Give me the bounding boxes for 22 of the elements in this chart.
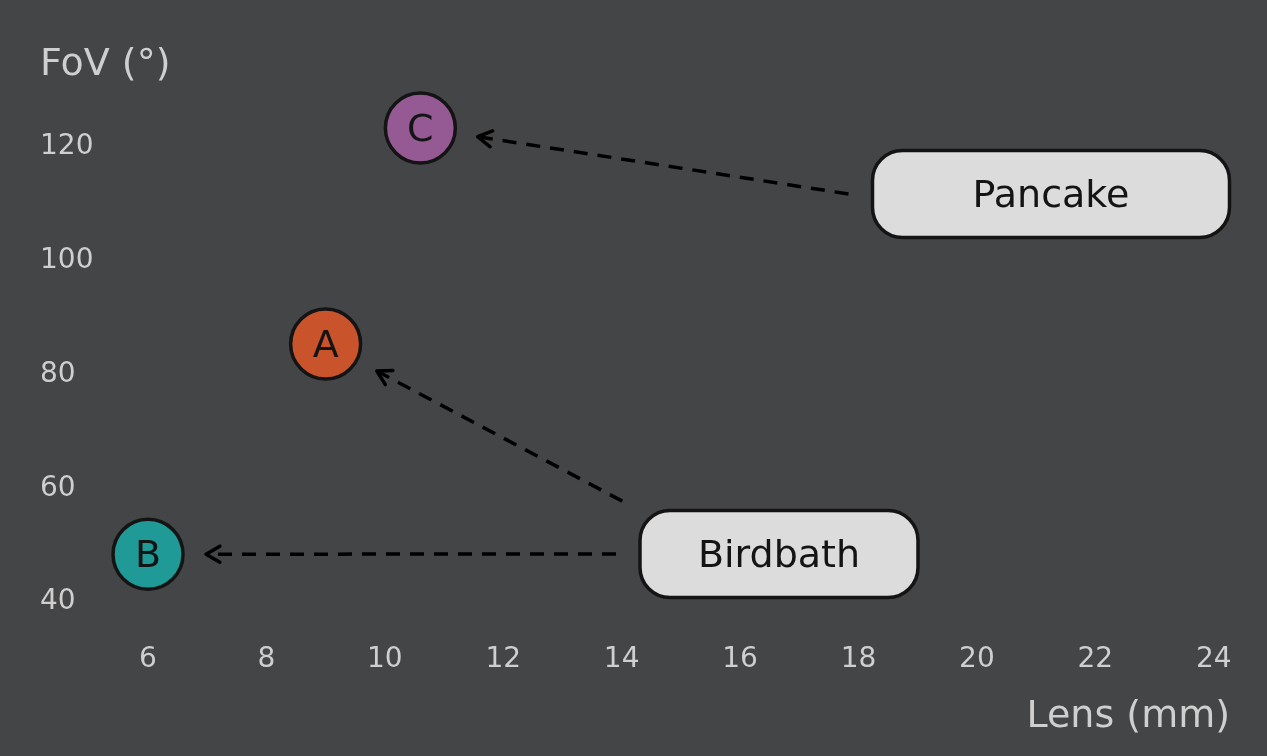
y-tick-label: 120	[40, 128, 94, 162]
x-tick-label: 14	[603, 640, 640, 674]
y-tick-label: 40	[40, 583, 76, 617]
x-tick-label: 8	[257, 640, 276, 674]
y-tick-label: 100	[40, 242, 94, 276]
x-tick-label: 22	[1077, 640, 1114, 674]
x-tick-label: 12	[485, 640, 522, 674]
x-axis-title: Lens (mm)	[1026, 692, 1230, 736]
y-tick-label: 60	[40, 469, 76, 503]
y-tick-label: 80	[40, 355, 76, 389]
data-label: C	[407, 105, 434, 150]
x-tick-label: 16	[722, 640, 758, 674]
text: Pancake	[972, 172, 1130, 216]
x-tick-label: 18	[840, 640, 877, 674]
x-tick-label: 6	[139, 640, 157, 674]
data-label: B	[134, 532, 162, 577]
data-label: A	[312, 321, 339, 366]
x-tick-label: 24	[1195, 640, 1232, 674]
y-axis-title: FoV (°)	[40, 40, 171, 84]
x-tick-label: 20	[959, 640, 995, 674]
text: Birdbath	[697, 532, 861, 576]
x-tick-label: 10	[367, 640, 403, 674]
